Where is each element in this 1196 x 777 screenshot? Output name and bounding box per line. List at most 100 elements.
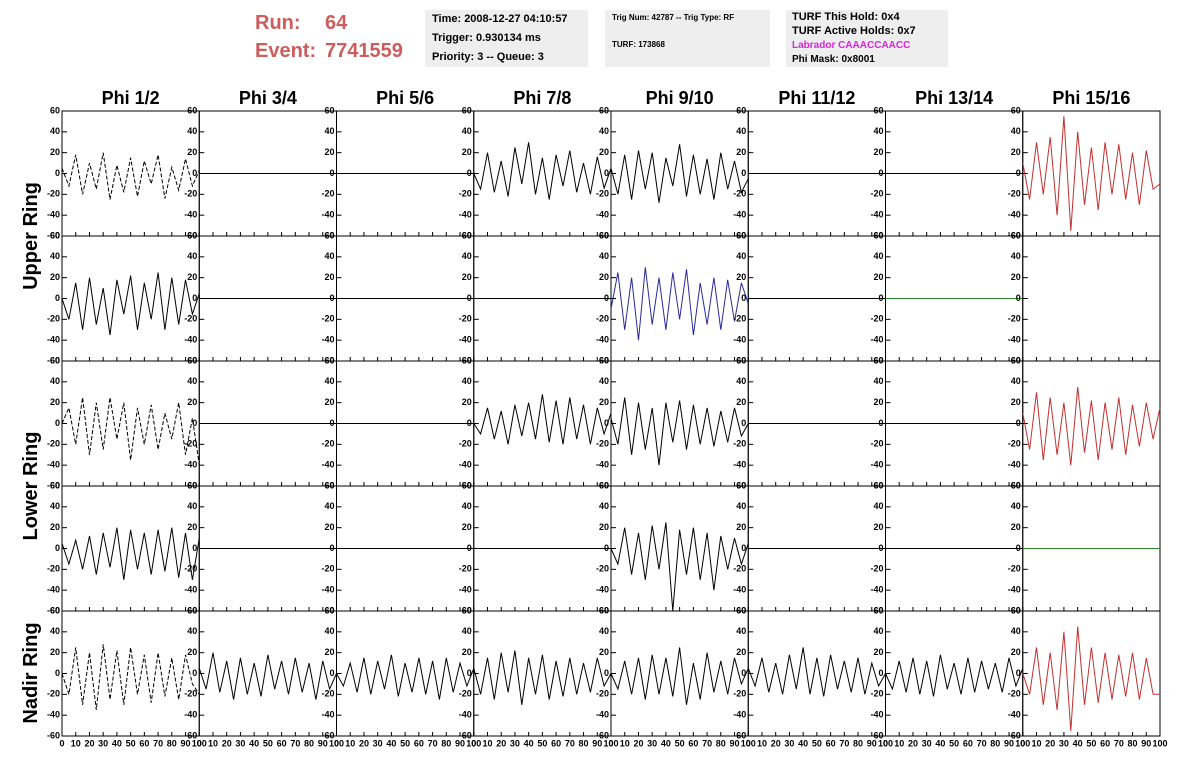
y-tick-label: 60 [1011, 105, 1021, 115]
y-tick-label: -40 [870, 585, 883, 595]
y-tick-label: -60 [1008, 230, 1021, 240]
panel-frame [1022, 110, 1161, 237]
y-tick-label: 0 [467, 168, 472, 178]
x-tick-label: 20 [771, 738, 781, 748]
y-tick-label: 40 [873, 126, 883, 136]
y-tick-label: 60 [1011, 355, 1021, 365]
y-tick-label: 0 [192, 418, 197, 428]
panel-frame [61, 360, 200, 487]
y-tick-label: 20 [873, 147, 883, 157]
y-tick-label: -40 [47, 460, 60, 470]
y-tick-label: 40 [873, 501, 883, 511]
x-tick-label: 100 [741, 738, 756, 748]
y-tick-label: -40 [596, 335, 609, 345]
y-tick-label: -40 [459, 710, 472, 720]
y-tick-label: -60 [321, 730, 334, 740]
y-tick-label: 20 [50, 397, 60, 407]
y-tick-label: -60 [870, 605, 883, 615]
info-text: TURF: 173868 [612, 40, 665, 49]
y-tick-label: 0 [1016, 418, 1021, 428]
y-tick-label: -20 [870, 314, 883, 324]
y-tick-label: 0 [741, 168, 746, 178]
y-tick-label: 0 [878, 543, 883, 553]
y-tick-label: 20 [324, 397, 334, 407]
panel-frame [336, 610, 475, 737]
y-tick-label: -20 [870, 564, 883, 574]
y-tick-label: -20 [733, 439, 746, 449]
waveform [610, 267, 749, 341]
panel-frame [61, 485, 200, 612]
y-tick-label: -60 [733, 730, 746, 740]
panel-frame [473, 110, 612, 237]
y-tick-label: 40 [873, 251, 883, 261]
panel-frame [610, 485, 749, 612]
waveform [610, 522, 749, 612]
y-tick-label: -40 [596, 210, 609, 220]
waveform [747, 647, 886, 697]
column-title: Phi 1/2 [102, 88, 160, 108]
x-tick-label: 0 [883, 738, 888, 748]
y-tick-label: 40 [187, 126, 197, 136]
info-text: TURF Active Holds: 0x7 [792, 25, 916, 37]
y-tick-label: -20 [184, 689, 197, 699]
y-tick-label: 0 [55, 543, 60, 553]
x-tick-label: 90 [1004, 738, 1014, 748]
x-tick-label: 90 [867, 738, 877, 748]
y-tick-label: -40 [1008, 460, 1021, 470]
x-tick-label: 30 [784, 738, 794, 748]
y-tick-label: 40 [873, 626, 883, 636]
y-tick-label: -20 [459, 689, 472, 699]
y-tick-label: -40 [184, 460, 197, 470]
y-tick-label: -40 [870, 710, 883, 720]
y-tick-label: 60 [873, 355, 883, 365]
y-tick-label: 0 [192, 543, 197, 553]
y-tick-label: -60 [870, 480, 883, 490]
y-tick-label: -20 [184, 439, 197, 449]
y-tick-label: 0 [741, 293, 746, 303]
y-tick-label: -60 [321, 480, 334, 490]
y-tick-label: 60 [187, 480, 197, 490]
x-tick-label: 70 [977, 738, 987, 748]
y-tick-label: 20 [736, 147, 746, 157]
panel-frame [610, 235, 749, 362]
waveform [61, 527, 200, 580]
y-tick-label: -40 [596, 585, 609, 595]
run-label: Run: [255, 12, 301, 34]
y-tick-label: -60 [47, 605, 60, 615]
y-tick-label: -40 [733, 585, 746, 595]
y-tick-label: 0 [741, 418, 746, 428]
y-tick-label: -20 [321, 439, 334, 449]
x-tick-label: 30 [98, 738, 108, 748]
row-label: Nadir Ring [20, 622, 42, 723]
x-tick-label: 100 [192, 738, 207, 748]
y-tick-label: 0 [604, 418, 609, 428]
panel-frame [61, 610, 200, 737]
panel-frame [473, 610, 612, 737]
column-title: Phi 11/12 [778, 88, 855, 108]
y-tick-label: -40 [184, 335, 197, 345]
panel-frame [198, 610, 337, 737]
x-tick-label: 60 [139, 738, 149, 748]
y-tick-label: 0 [467, 418, 472, 428]
x-tick-label: 30 [922, 738, 932, 748]
y-tick-label: -20 [1008, 564, 1021, 574]
y-tick-label: 20 [873, 522, 883, 532]
y-tick-label: 0 [467, 293, 472, 303]
y-tick-label: 0 [329, 543, 334, 553]
y-tick-label: 20 [462, 522, 472, 532]
waveform [610, 144, 749, 203]
x-tick-label: 0 [197, 738, 202, 748]
x-tick-label: 70 [428, 738, 438, 748]
x-tick-label: 60 [1100, 738, 1110, 748]
y-tick-label: -40 [47, 585, 60, 595]
y-tick-label: -60 [733, 355, 746, 365]
y-tick-label: 40 [873, 376, 883, 386]
y-tick-label: 0 [878, 168, 883, 178]
y-tick-label: -20 [459, 564, 472, 574]
column-title: Phi 9/10 [646, 88, 714, 108]
y-tick-label: 0 [55, 668, 60, 678]
y-tick-label: -20 [596, 564, 609, 574]
y-tick-label: 60 [187, 230, 197, 240]
panel-frame [747, 610, 886, 737]
